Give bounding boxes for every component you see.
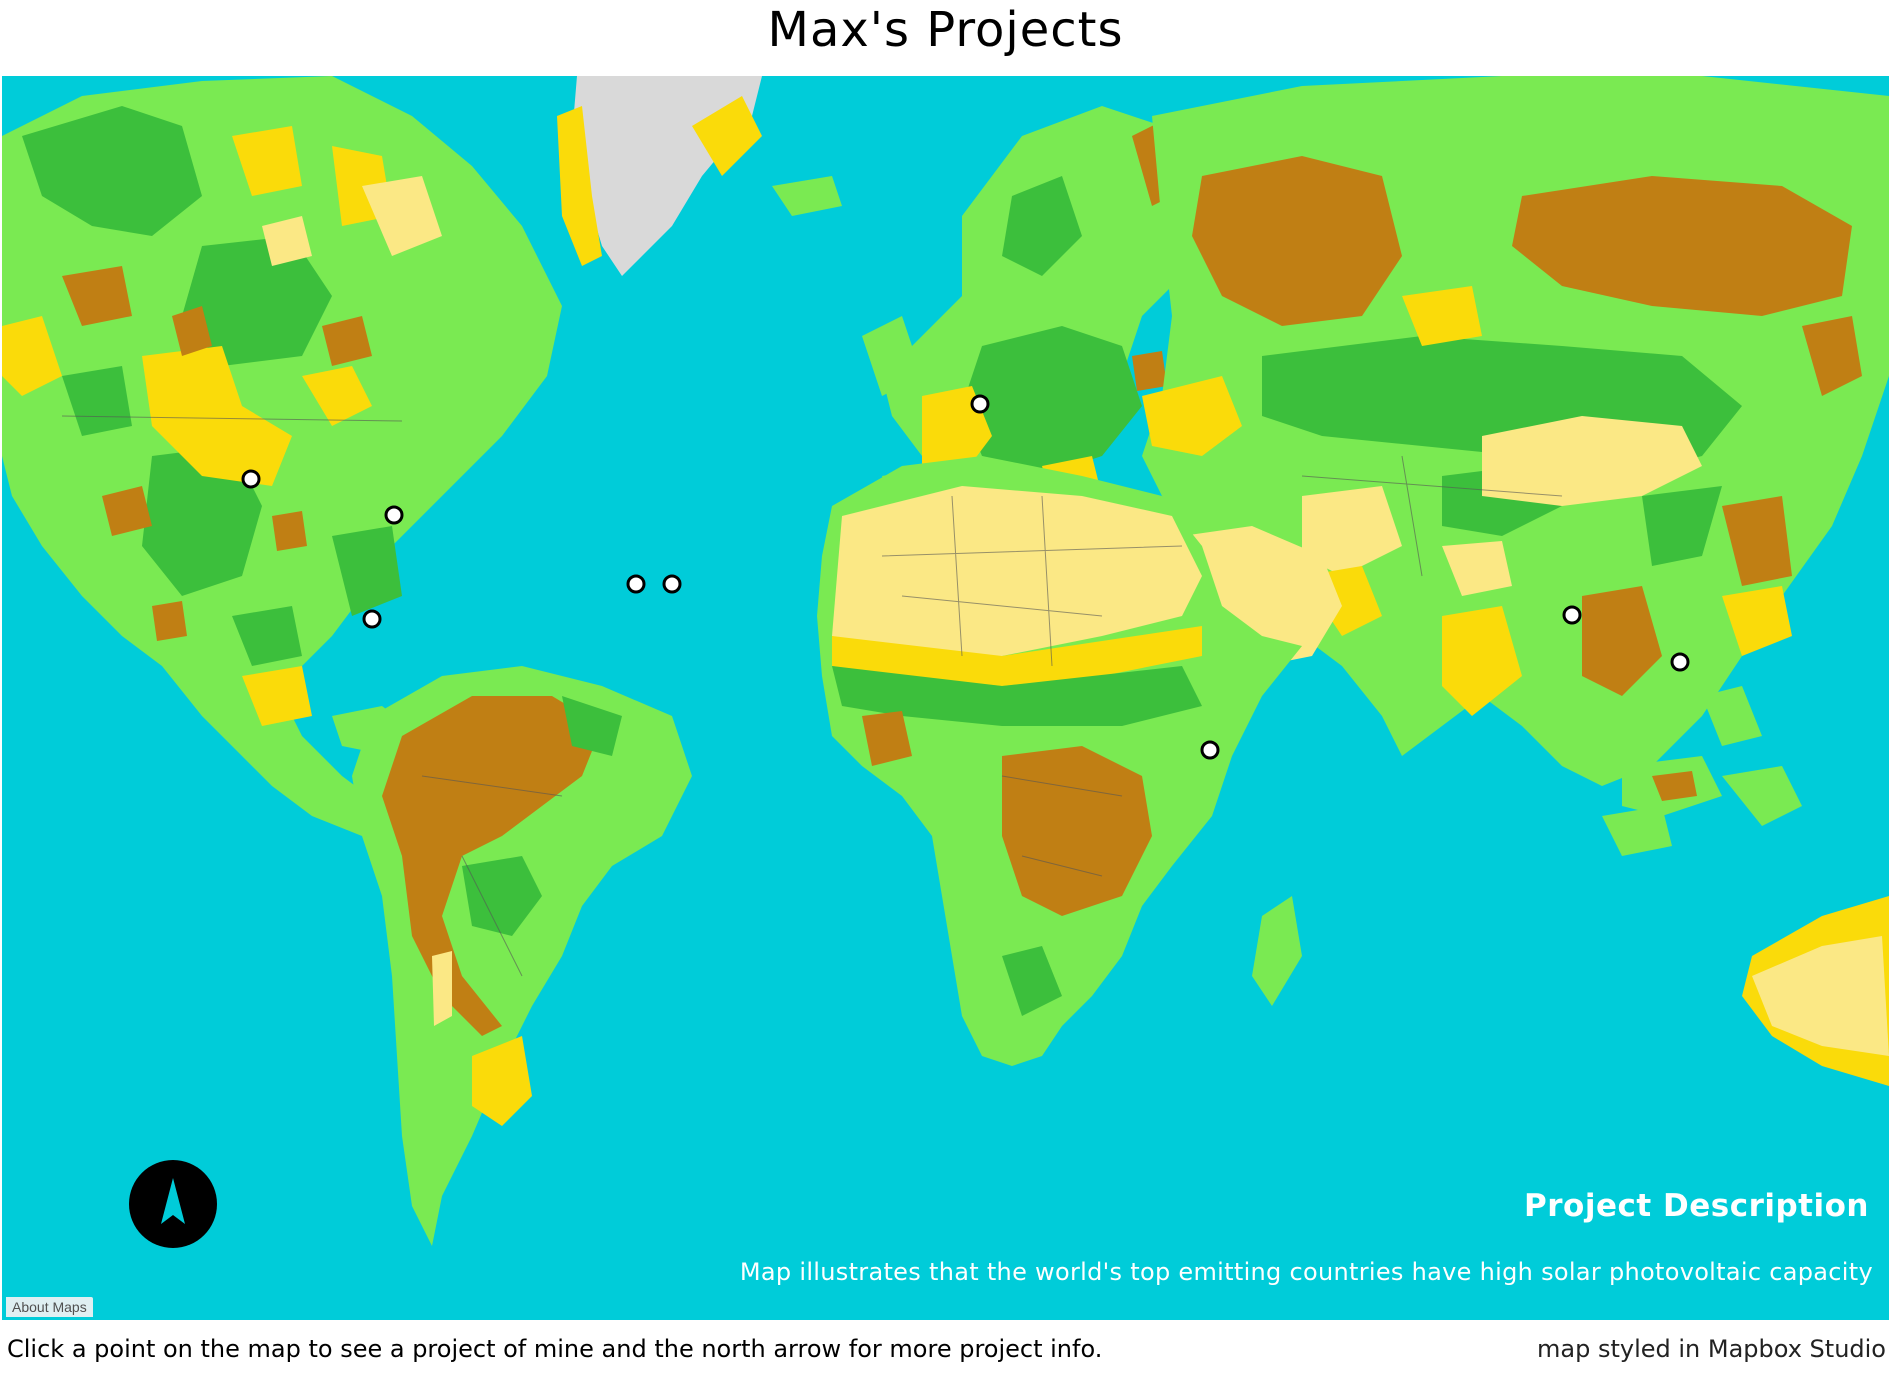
- project-point-ethiopia[interactable]: [1200, 740, 1220, 760]
- north-arrow-button[interactable]: [129, 1160, 217, 1248]
- south-america: [352, 666, 692, 1246]
- project-description-title: Project Description: [1524, 1188, 1869, 1224]
- page-title: Max's Projects: [767, 2, 1124, 58]
- project-point-atlantic-1[interactable]: [626, 574, 646, 594]
- africa: [817, 456, 1302, 1066]
- project-point-florida[interactable]: [362, 609, 382, 629]
- project-point-atlantic-2[interactable]: [662, 574, 682, 594]
- instructions-text: Click a point on the map to see a projec…: [7, 1335, 1103, 1363]
- project-point-colorado[interactable]: [241, 469, 261, 489]
- map-credit: map styled in Mapbox Studio: [1537, 1335, 1886, 1363]
- project-point-belgium[interactable]: [970, 394, 990, 414]
- north-america: [2, 76, 562, 846]
- north-arrow-icon: [161, 1178, 185, 1224]
- iceland: [772, 176, 842, 216]
- project-point-bangladesh[interactable]: [1562, 605, 1582, 625]
- country-borders: [61, 415, 1563, 977]
- about-maps-link[interactable]: About Maps: [6, 1297, 93, 1317]
- project-point-washington-dc[interactable]: [384, 505, 404, 525]
- map-canvas: [2, 76, 1889, 1320]
- project-points[interactable]: [241, 394, 1690, 760]
- world-map[interactable]: Project Description Map illustrates that…: [2, 76, 1889, 1320]
- project-description-text: Map illustrates that the world's top emi…: [739, 1258, 1873, 1286]
- madagascar: [1252, 896, 1302, 1006]
- australia: [1602, 766, 1889, 1086]
- project-point-vietnam[interactable]: [1670, 652, 1690, 672]
